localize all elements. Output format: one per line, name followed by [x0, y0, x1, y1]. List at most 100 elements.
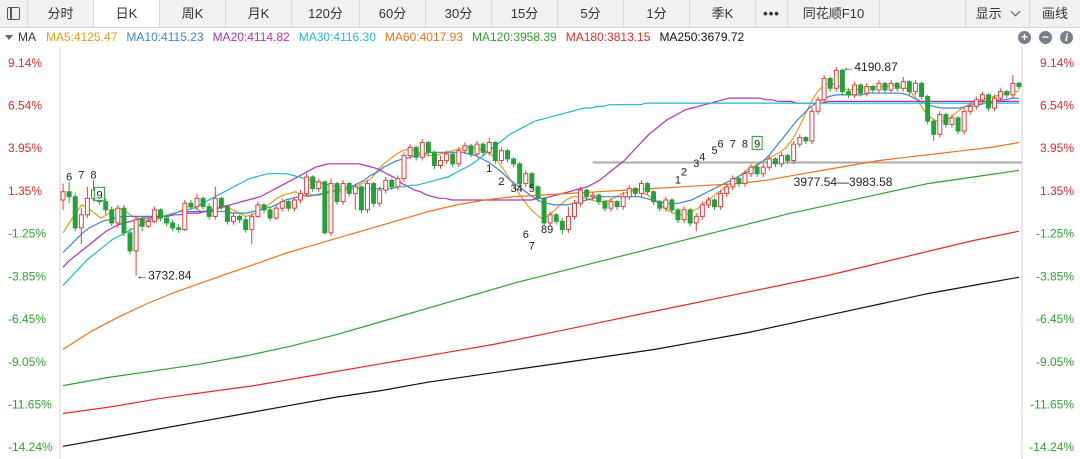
tab-1min[interactable]: 1分 — [624, 0, 690, 27]
candle-body-down — [882, 82, 888, 91]
y-tick-label-left: -14.24% — [8, 440, 53, 454]
left-panel-toggle-icon[interactable] — [0, 0, 28, 27]
toolbar-spacer — [880, 0, 966, 27]
candle-body-up — [626, 187, 632, 198]
candle-body-up — [705, 199, 711, 206]
chevron-down-icon — [1010, 6, 1021, 17]
tab-timeshare[interactable]: 分时 — [28, 0, 94, 27]
draw-line-button[interactable]: 画线 — [1041, 6, 1068, 21]
candle-body-up — [133, 219, 139, 252]
candle-body-down — [505, 150, 510, 160]
candle-body-down — [754, 166, 760, 175]
candle-body-down — [584, 189, 590, 198]
y-tick-label-right: -14.24% — [1029, 440, 1074, 454]
tab-daily-k[interactable]: 日K — [94, 0, 160, 27]
ma120-value: MA120:3958.39 — [471, 30, 557, 44]
sequence-mark: 8 — [90, 170, 96, 182]
ma10-value: MA10:4115.23 — [126, 30, 204, 44]
candle-body-down — [529, 173, 535, 188]
candle-body-up — [145, 220, 151, 227]
candle-body-down — [986, 94, 991, 109]
y-tick-label-left: 6.54% — [8, 99, 42, 113]
candle-body-up — [693, 215, 699, 224]
candle-body-down — [919, 82, 925, 98]
sequence-mark: 5 — [711, 145, 717, 157]
candle-body-down — [200, 197, 206, 208]
candle-body-down — [736, 178, 742, 185]
ma-line-ma180 — [62, 230, 1020, 415]
candle-body-up — [888, 82, 894, 91]
tab-30min[interactable]: 30分 — [426, 0, 492, 27]
ma20-value: MA20:4114.82 — [212, 30, 290, 44]
candle-body-down — [657, 201, 663, 209]
candle-body-down — [157, 209, 163, 219]
candle-body-down — [511, 158, 517, 165]
tab-15min[interactable]: 15分 — [492, 0, 558, 27]
candle-body-down — [925, 96, 931, 122]
sequence-mark: 4 — [699, 152, 705, 164]
candle-body-up — [352, 186, 358, 194]
tab-monthly-k[interactable]: 月K — [226, 0, 292, 27]
candle-body-up — [401, 155, 407, 180]
sequence-mark: 6 — [718, 138, 724, 150]
candle-body-up — [699, 204, 705, 217]
candle-body-down — [176, 227, 182, 231]
candle-body-up — [498, 150, 504, 162]
candle-body-down — [645, 183, 651, 193]
candle-body-up — [419, 141, 425, 158]
display-dropdown[interactable]: 显示 — [966, 0, 1030, 27]
y-tick-label-left: -1.25% — [8, 227, 46, 241]
candle-body-up — [340, 183, 346, 203]
candle-body-down — [413, 146, 419, 158]
sequence-mark: 3 — [693, 158, 699, 170]
candle-body-up — [279, 201, 285, 209]
y-tick-label-right: 1.35% — [1040, 184, 1074, 198]
tab-5min[interactable]: 5分 — [558, 0, 624, 27]
zoom-out-icon[interactable]: − — [1039, 31, 1052, 44]
candle-body-down — [772, 158, 778, 165]
y-tick-label-right: -9.05% — [1036, 355, 1074, 369]
sequence-mark: 8 — [541, 224, 547, 236]
candle-body-down — [1004, 91, 1010, 96]
candle-body-down — [559, 220, 565, 231]
sequence-mark: 9 — [547, 224, 553, 236]
candle-body-up — [724, 186, 730, 194]
zoom-in-icon[interactable]: + — [1018, 31, 1031, 44]
sequence-mark: 2 — [498, 176, 504, 188]
sequence-mark: 7 — [529, 240, 535, 252]
candle-body-up — [572, 202, 577, 217]
candle-body-up — [182, 202, 188, 231]
candle-body-up — [852, 84, 858, 96]
candle-body-up — [821, 77, 827, 101]
candle-body-up — [766, 158, 772, 168]
candle-body-up — [255, 204, 261, 217]
tab-120min[interactable]: 120分 — [292, 0, 360, 27]
f10-button[interactable]: 同花顺F10 — [788, 0, 880, 27]
candle-body-down — [285, 201, 291, 209]
tab-weekly-k[interactable]: 周K — [160, 0, 226, 27]
sequence-mark-box — [751, 135, 763, 150]
tab-quarterly-k[interactable]: 季K — [690, 0, 756, 27]
candle-body-up — [231, 215, 237, 222]
candle-body-up — [377, 189, 383, 204]
ma-label: MA — [18, 30, 36, 44]
candle-body-down — [553, 214, 559, 222]
sequence-mark-box — [94, 186, 106, 201]
candle-body-up — [937, 114, 943, 135]
candle-body-up — [249, 215, 255, 231]
ma-line-ma60 — [62, 141, 1020, 350]
candle-body-up — [438, 160, 444, 166]
candle-body-up — [608, 201, 614, 209]
y-tick-label-left: -3.85% — [8, 269, 46, 283]
ma-legend: MA MA5:4125.47 MA10:4115.23 MA20:4114.82… — [0, 27, 1080, 47]
info-icon[interactable]: i — [1060, 31, 1073, 44]
candle-body-up — [742, 173, 748, 185]
candle-body-down — [845, 91, 851, 96]
candle-body-down — [310, 176, 316, 189]
tab-60min[interactable]: 60分 — [360, 0, 426, 27]
more-periods-button[interactable]: ••• — [756, 0, 788, 27]
candle-body-up — [876, 82, 882, 91]
candle-body-down — [1016, 82, 1022, 88]
candle-body-down — [127, 232, 133, 252]
collapse-arrow-icon[interactable] — [5, 34, 13, 40]
